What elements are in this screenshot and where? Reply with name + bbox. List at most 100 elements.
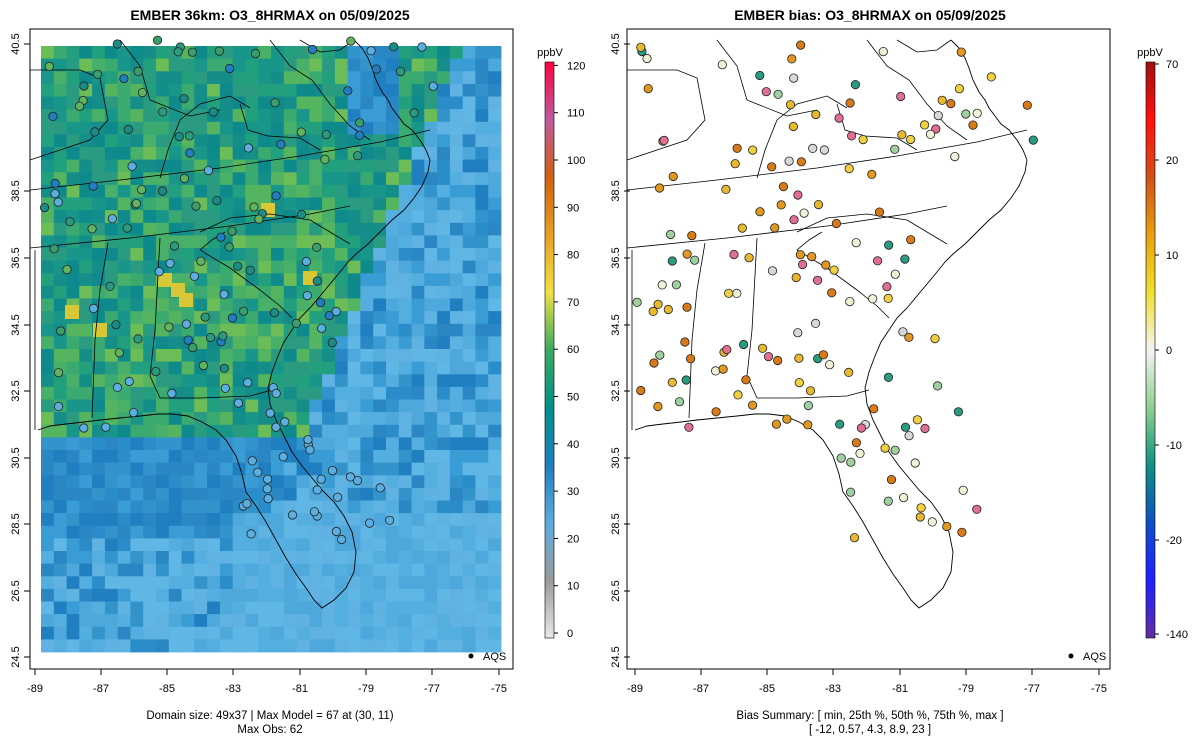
station-marker: [972, 504, 982, 514]
grid-cell: [437, 563, 451, 577]
grid-cell: [66, 538, 80, 552]
grid-cell: [168, 349, 182, 362]
grid-cell: [143, 210, 157, 224]
grid-cell: [296, 374, 310, 388]
grid-cell: [386, 614, 400, 628]
grid-cell: [143, 639, 157, 653]
grid-cell: [334, 614, 349, 628]
left-legend-label: AQS: [483, 651, 506, 663]
grid-cell: [194, 475, 208, 489]
grid-cell: [104, 71, 119, 85]
grid-cell: [232, 235, 246, 249]
station-marker: [789, 215, 799, 225]
grid-cell: [347, 349, 361, 362]
grid-cell: [488, 386, 502, 400]
grid-cell: [245, 437, 259, 451]
station-marker: [296, 127, 306, 137]
station-marker: [375, 483, 385, 493]
grid-cell: [156, 58, 170, 72]
grid-cell: [398, 147, 412, 160]
station-marker: [811, 109, 821, 120]
grid-cell: [424, 273, 438, 287]
grid-cell: [334, 513, 349, 527]
grid-cell: [219, 576, 234, 590]
grid-cell: [92, 374, 106, 388]
grid-cell: [462, 210, 476, 224]
grid-cell: [207, 626, 221, 640]
grid-cell: [219, 210, 234, 224]
grid-cell: [219, 639, 234, 653]
station-marker: [131, 199, 141, 209]
grid-cell: [66, 450, 80, 463]
grid-cell: [143, 563, 157, 577]
grid-cell: [271, 260, 285, 274]
grid-cell: [245, 588, 259, 602]
grid-cell: [258, 235, 272, 249]
grid-cell: [424, 626, 438, 640]
grid-cell: [386, 323, 400, 337]
station-marker: [152, 35, 163, 45]
grid-cell: [79, 210, 93, 224]
grid-cell: [449, 386, 464, 400]
grid-cell: [156, 349, 170, 362]
grid-cell: [130, 525, 144, 539]
grid-cell: [398, 424, 412, 438]
grid-cell: [360, 184, 374, 198]
grid-cell: [373, 601, 387, 615]
grid-cell: [347, 588, 361, 602]
grid-cell: [232, 46, 246, 59]
grid-cell: [309, 412, 323, 426]
grid-cell: [53, 222, 67, 236]
grid-cell: [424, 639, 438, 653]
grid-cell: [271, 248, 285, 261]
grid-cell: [66, 399, 80, 413]
station-marker: [767, 266, 778, 276]
station-marker: [324, 310, 334, 321]
grid-cell: [79, 197, 93, 211]
grid-cell: [283, 96, 297, 110]
grid-cell: [117, 513, 131, 527]
grid-cell: [347, 248, 361, 261]
station-marker: [169, 241, 180, 251]
grid-cell: [462, 450, 476, 463]
grid-cell: [488, 513, 502, 527]
state-border: [199, 213, 351, 245]
grid-cell: [424, 46, 438, 59]
grid-cell: [194, 349, 208, 362]
grid-cell: [53, 538, 67, 552]
grid-cell: [437, 121, 451, 135]
grid-cell: [194, 248, 208, 261]
grid-cell: [104, 336, 119, 350]
grid-cell: [488, 626, 502, 640]
grid-cell: [449, 525, 464, 539]
grid-cell: [309, 311, 323, 325]
grid-cell: [245, 349, 259, 362]
grid-cell: [296, 184, 310, 198]
grid-cell: [475, 450, 489, 463]
grid-cell: [168, 374, 182, 388]
grid-cell: [232, 58, 246, 72]
grid-cell: [104, 563, 119, 577]
station-marker: [336, 534, 347, 545]
grid-cell: [309, 576, 323, 590]
grid-cell: [411, 412, 425, 426]
grid-cell: [411, 462, 425, 476]
station-marker: [371, 64, 381, 74]
grid-cell: [309, 462, 323, 476]
station-marker: [271, 388, 281, 398]
grid-cell: [309, 58, 323, 72]
station-marker: [291, 318, 301, 328]
grid-cell: [373, 386, 387, 400]
station-marker: [755, 207, 765, 217]
grid-cell: [437, 462, 451, 476]
grid-cell: [424, 500, 438, 514]
aqs-legend-dot: [1068, 653, 1074, 659]
grid-cell: [334, 424, 349, 438]
grid-cell: [437, 361, 451, 375]
grid-cell: [66, 336, 80, 350]
grid-cell: [424, 588, 438, 602]
grid-cell: [92, 450, 106, 463]
grid-cell: [65, 305, 79, 319]
grid-cell: [156, 285, 170, 299]
station-marker: [53, 401, 64, 411]
